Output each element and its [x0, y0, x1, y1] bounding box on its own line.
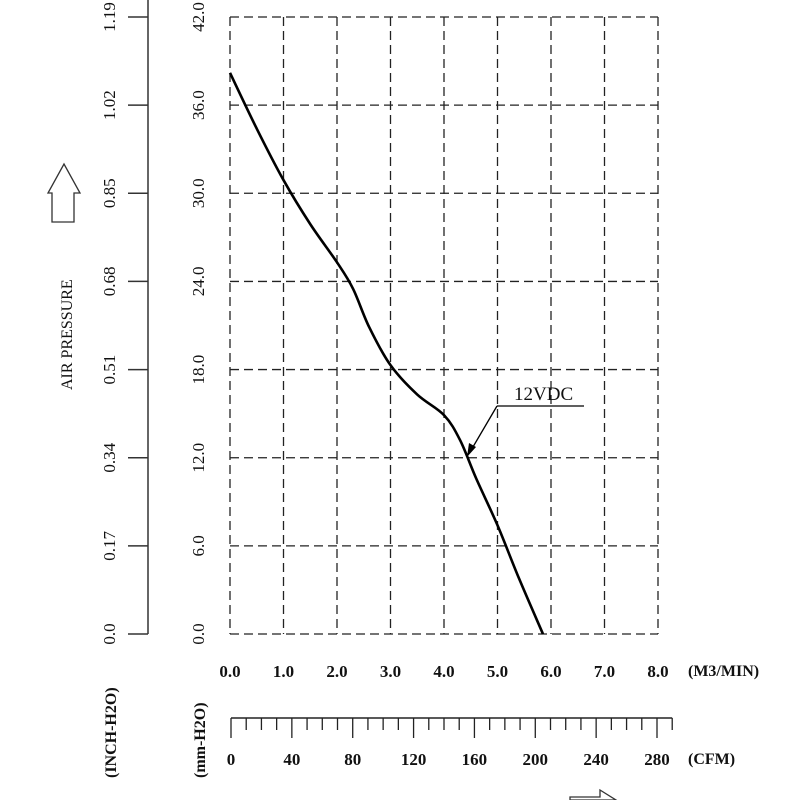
series-annotation: 12VDC — [467, 384, 584, 457]
cfm-axis — [230, 717, 673, 738]
y-tick-label-mm: 30.0 — [189, 178, 208, 208]
x-tick-label: 5.0 — [487, 662, 508, 681]
y-tick-label-inch: 0.17 — [100, 530, 119, 560]
x-tick-label: 7.0 — [594, 662, 615, 681]
y-tick-label-mm: 36.0 — [189, 90, 208, 120]
x-tick-label: 3.0 — [380, 662, 401, 681]
cfm-tick-label: 0 — [227, 750, 236, 769]
cfm-tick-label: 240 — [583, 750, 609, 769]
x-tick-label: 0.0 — [219, 662, 240, 681]
cfm-tick-label: 160 — [462, 750, 488, 769]
y-tick-label-mm: 12.0 — [189, 443, 208, 473]
cfm-tick-label: 280 — [644, 750, 670, 769]
inch-axis — [128, 0, 149, 635]
right-arrow-icon — [569, 788, 618, 800]
y-tick-label-inch: 0.51 — [100, 355, 119, 385]
grid — [229, 16, 659, 635]
y-tick-label-inch: 0.34 — [100, 442, 119, 472]
y-tick-label-inch: 1.19 — [100, 2, 119, 32]
cfm-tick-label: 120 — [401, 750, 427, 769]
y-tick-label-mm: 18.0 — [189, 355, 208, 385]
y-tick-label-mm: 42.0 — [189, 2, 208, 32]
up-arrow-icon — [46, 162, 82, 223]
y-tick-label-inch: 1.02 — [100, 90, 119, 120]
y-tick-label-mm: 24.0 — [189, 267, 208, 297]
x-tick-label: 6.0 — [540, 662, 561, 681]
x-tick-label: 8.0 — [647, 662, 668, 681]
series-line-12vdc — [228, 72, 545, 635]
y-tick-label-inch: 0.0 — [100, 623, 119, 644]
y-axis-title: AIR PRESSURE — [59, 279, 76, 390]
cfm-tick-label: 80 — [344, 750, 361, 769]
y-tick-label-inch: 0.68 — [100, 267, 119, 297]
y-tick-label-inch: 0.85 — [100, 178, 119, 208]
cfm-tick-label: 40 — [283, 750, 300, 769]
y-units-mm: (mm-H2O) — [192, 702, 209, 778]
y-tick-label-mm: 0.0 — [189, 623, 208, 644]
x-units-cfm: (CFM) — [688, 751, 735, 768]
y-units-inch: (INCH-H2O) — [103, 687, 120, 778]
y-tick-label-mm: 6.0 — [189, 535, 208, 556]
tick-labels: 0.0 1.0 2.0 3.0 4.0 5.0 6.0 7.0 8.0 0.0 6.0 12.0 18.… — [100, 2, 670, 769]
axis-titles: AIR PRESSURE (INCH-H2O) (mm-H2O) (M3/MIN… — [46, 162, 759, 800]
series-label-12vdc: 12VDC — [514, 384, 573, 405]
x-units-m3min: (M3/MIN) — [688, 663, 759, 680]
x-tick-label: 1.0 — [273, 662, 294, 681]
x-tick-label: 2.0 — [326, 662, 347, 681]
x-tick-label: 4.0 — [433, 662, 454, 681]
leader-arrowhead-icon — [467, 443, 476, 457]
cfm-tick-label: 200 — [523, 750, 549, 769]
